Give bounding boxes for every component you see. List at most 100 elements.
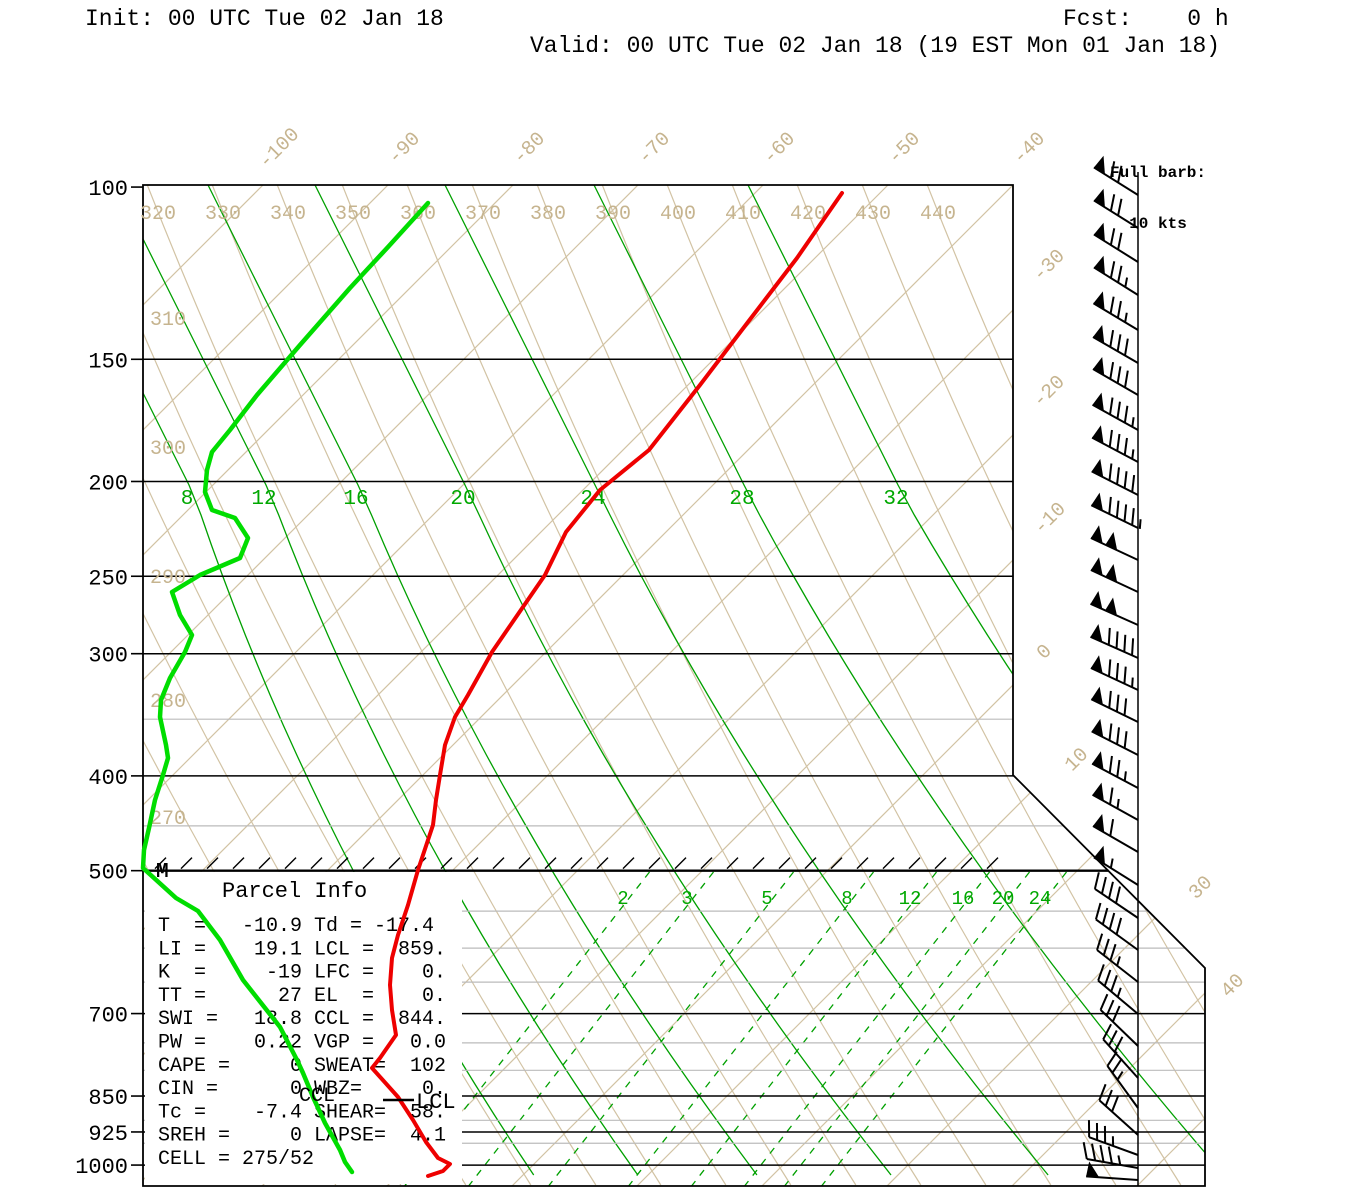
moist-adiabat-line [593, 185, 1205, 1176]
parcel-info-row: T = -10.9 Td = -17.4 [158, 915, 434, 938]
pressure-tick-label: 500 [88, 861, 128, 886]
hatch-tick [310, 857, 323, 870]
wind-barb-half [1131, 449, 1135, 460]
hatch-tick [180, 857, 193, 870]
isotherm-line [761, 185, 1205, 1186]
dry-adiabat-line [146, 185, 662, 1186]
wind-barb-shaft [1090, 635, 1139, 659]
mixing-ratio-line [744, 871, 991, 1186]
wind-barb-full [1116, 366, 1122, 384]
wind-barb-full [1111, 1005, 1121, 1023]
dry-adiabat-label: 380 [530, 203, 566, 226]
wind-barb-half [1131, 677, 1134, 688]
dry-adiabat-label-left: 300 [150, 438, 186, 461]
hatch-tick [648, 857, 661, 870]
wind-barb [1093, 255, 1139, 296]
wind-barb-flag [1092, 814, 1105, 833]
mixing-ratio-line [404, 871, 651, 1186]
hatch-tick [908, 857, 921, 870]
parcel-info-title: Parcel Info [222, 879, 367, 904]
pressure-tick-label: 925 [88, 1122, 128, 1147]
dry-adiabat-label: 420 [790, 203, 826, 226]
wind-barb [1092, 392, 1139, 431]
isotherm-label-right: 30 [1185, 872, 1218, 905]
isotherm-line [143, 185, 389, 1186]
isotherm-line [143, 185, 889, 1186]
wind-barb-full [1104, 1089, 1113, 1107]
wind-barb-flag [1091, 718, 1104, 738]
wind-barb-full [1093, 872, 1100, 890]
wind-barb-flag [1093, 845, 1105, 865]
wind-barb-legend: Full barb: 10 kts [1098, 131, 1218, 267]
wind-barb-full [1108, 659, 1112, 677]
moist-adiabat-label: 8 [181, 488, 194, 511]
forecast-hour-label: Fcst: 0 h [1063, 6, 1229, 32]
wind-barb-full [1117, 265, 1123, 283]
wind-barb-shaft [1097, 979, 1139, 1015]
wind-barb-full [1109, 787, 1114, 805]
mixing-ratio-line [548, 871, 795, 1186]
wind-barb-full [1101, 907, 1109, 925]
wind-barb-flag [1105, 597, 1117, 616]
moist-adiabat-label: 16 [343, 488, 368, 511]
wind-barb-shaft [1096, 949, 1139, 983]
wind-barb-full [1115, 662, 1120, 681]
isotherm-label-right: 10 [1061, 744, 1094, 777]
level-markers: M CCL LCL [156, 861, 456, 1115]
isotherm-label-right: 0 [1033, 640, 1058, 665]
hatch-tick [388, 857, 401, 870]
hatch-tick [882, 857, 895, 870]
mixing-ratio-line [628, 871, 875, 1186]
mixing-ratio-label: 12 [899, 888, 922, 910]
wind-barb-full [1108, 912, 1116, 930]
wind-barb [1090, 525, 1139, 561]
dry-adiabat-line [471, 185, 987, 1186]
wind-barb-flag [1092, 751, 1104, 770]
wind-barb [1093, 188, 1139, 229]
hatch-tick [986, 857, 999, 870]
wind-barb-full [1116, 759, 1121, 778]
parcel-info-row: SWI = 18.8 CCL = 844. [158, 1008, 446, 1031]
wind-barb-full [1109, 818, 1115, 837]
wind-barb-shaft [1092, 793, 1139, 821]
parcel-info-row: TT = 27 EL = 0. [158, 985, 446, 1008]
wind-barb-full [1102, 1023, 1112, 1040]
pressure-tick-label: 1000 [75, 1155, 128, 1180]
wind-barb [1092, 814, 1139, 853]
wind-barb [1091, 458, 1139, 496]
mixing-ratio-label: 16 [952, 888, 975, 910]
wind-barb-flag [1090, 590, 1103, 610]
wind-barb-full [1109, 261, 1116, 279]
mixing-ratio-label: 8 [841, 888, 852, 910]
wind-barb-flag [1093, 222, 1105, 242]
wind-barb-full [1109, 161, 1116, 179]
parcel-info-row: LI = 19.1 LCL = 859. [158, 938, 446, 961]
pressure-tick-label: 300 [88, 644, 128, 669]
wind-barb-shaft [1093, 266, 1139, 296]
isotherm-line [0, 185, 13, 1186]
moist-adiabat-line [314, 185, 892, 1176]
mixing-ratio-label: 2 [617, 888, 628, 910]
hatch-tick [622, 857, 635, 870]
wind-barb-full [1095, 1123, 1099, 1141]
wind-barb-full [1117, 232, 1123, 250]
isotherm-line [1136, 185, 1205, 1186]
wind-barb-flag [1092, 782, 1104, 802]
wind-barb [1092, 357, 1139, 396]
mixing-ratio-line [821, 871, 1068, 1186]
wind-barb-shaft [1088, 1136, 1139, 1156]
hatch-tick [544, 857, 557, 870]
wind-barb-full [1107, 627, 1111, 646]
wind-barb-full [1123, 698, 1128, 716]
hatch-tick [570, 857, 583, 870]
dry-adiabat-label-left: 270 [150, 808, 186, 831]
isotherm-line [143, 185, 639, 1186]
wind-barb [1093, 872, 1139, 919]
hatch-tick [492, 857, 505, 870]
wind-barb-full [1108, 690, 1112, 709]
pressure-tick-label: 700 [88, 1004, 128, 1029]
wind-barb-half [1116, 1071, 1124, 1081]
hatch-tick [934, 857, 947, 870]
ccl-marker-label: CCL [299, 1085, 335, 1108]
wind-barb-full [1123, 634, 1127, 652]
